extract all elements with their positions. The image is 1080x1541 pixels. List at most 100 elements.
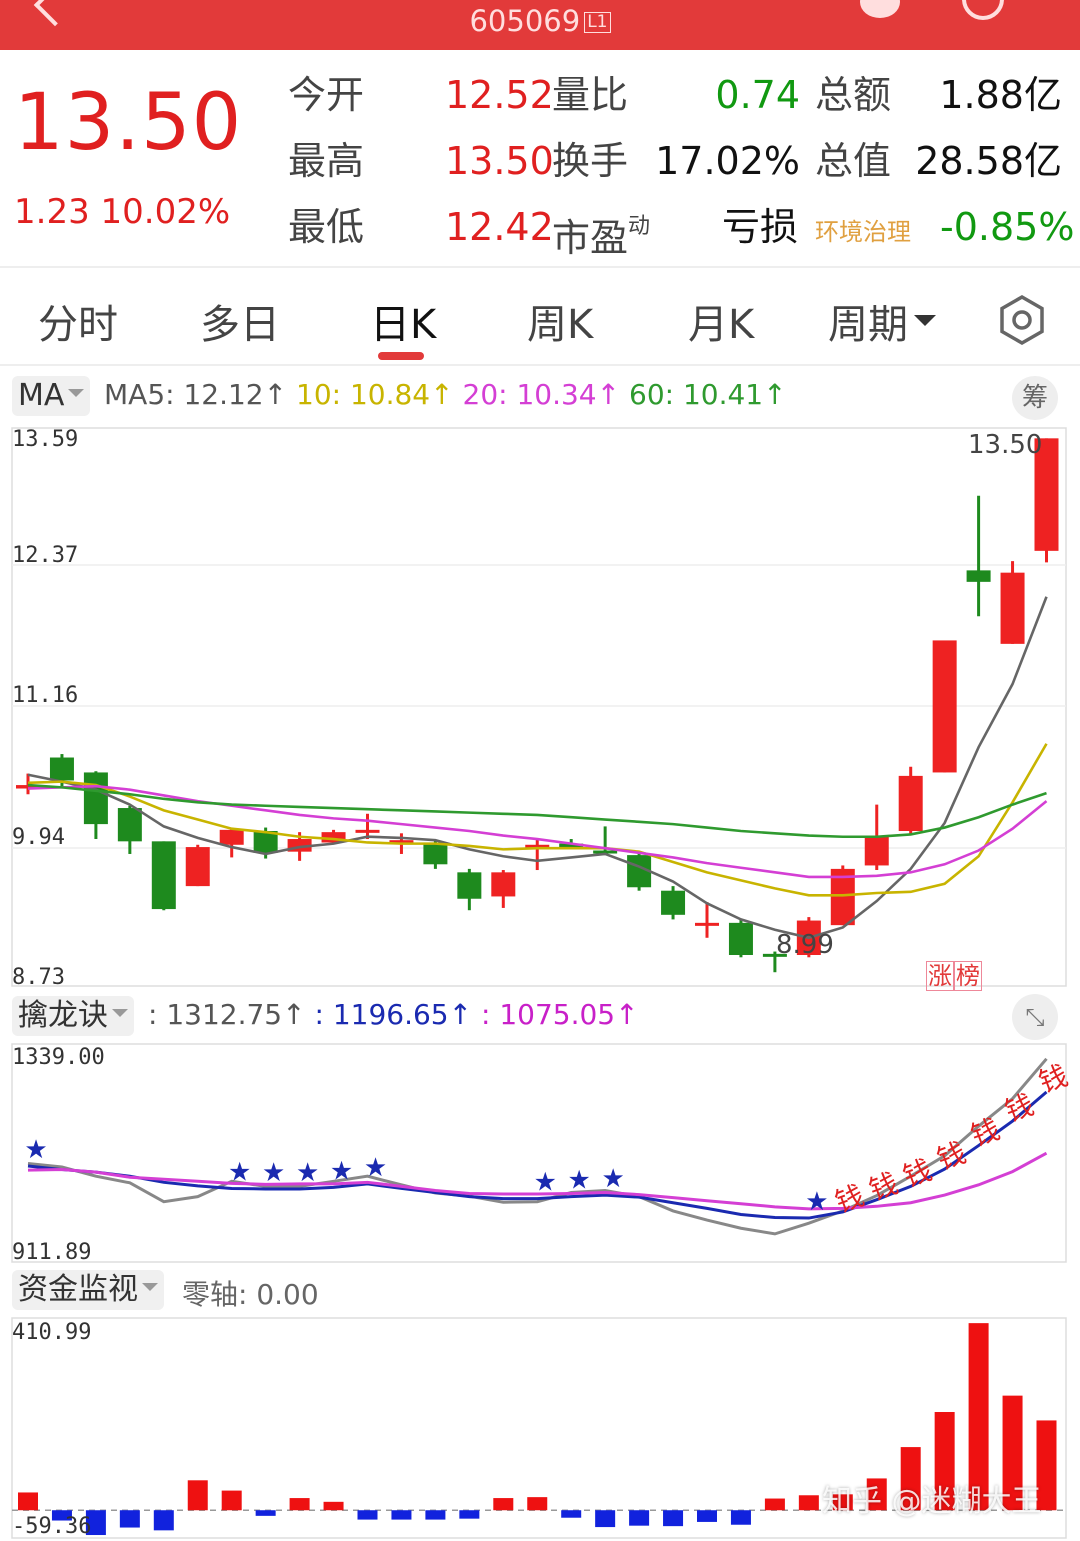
fund-bar	[629, 1510, 650, 1526]
fund-selector-label: 资金监视	[18, 1272, 138, 1307]
kline-chart[interactable]	[0, 424, 1080, 990]
low-label: 最低	[288, 205, 365, 249]
signal-marker: 钱	[967, 1112, 1005, 1153]
indicator-axis-bottom: 911.89	[12, 1240, 92, 1265]
fund-selector[interactable]: 资金监视	[12, 1270, 164, 1310]
candle-body	[932, 640, 957, 773]
candle-body	[966, 570, 991, 582]
tab-period[interactable]: 周期	[828, 292, 936, 350]
star-icon: ★	[262, 1158, 285, 1188]
last-price: 13.50	[14, 78, 243, 168]
fund-bar	[425, 1510, 446, 1520]
fund-axis-top: 410.99	[12, 1320, 92, 1345]
fund-bar	[357, 1510, 378, 1520]
kline-axis-tick: 9.94	[12, 825, 65, 850]
star-icon: ★	[364, 1153, 387, 1183]
star-icon: ★	[228, 1157, 251, 1187]
candle-body	[593, 850, 618, 854]
price-change: 1.23 10.02%	[14, 192, 230, 232]
high-value: 13.50	[445, 139, 554, 183]
fund-bar	[391, 1510, 412, 1520]
ma60-line	[27, 783, 1047, 839]
dropdown-icon	[68, 389, 85, 397]
plot-frame	[11, 1317, 1067, 1539]
fund-bar	[934, 1412, 955, 1511]
indicator-selector-label: 擒龙诀	[18, 998, 108, 1033]
candle-body	[525, 844, 550, 848]
fund-axis-bottom: -59.36	[12, 1514, 92, 1539]
chip-button[interactable]: 筹	[1012, 376, 1058, 420]
indicator-axis-top: 1339.00	[12, 1045, 105, 1070]
candle-body	[16, 785, 40, 789]
dropdown-icon	[142, 1283, 158, 1291]
tab-intraday[interactable]: 分时	[38, 302, 118, 348]
candle-body	[83, 772, 108, 825]
candle-body	[355, 829, 380, 833]
turnover-value: 17.02%	[655, 139, 800, 183]
fund-bar	[561, 1510, 582, 1518]
fund-bar	[1002, 1395, 1023, 1511]
candle-body	[728, 922, 753, 955]
indicator-line-3	[27, 1151, 1048, 1211]
settings-icon[interactable]	[996, 294, 1048, 346]
tab-monthly-k[interactable]: 月K	[688, 302, 755, 348]
high-label: 最高	[288, 139, 365, 183]
fund-bar	[187, 1480, 208, 1511]
candle-body	[389, 840, 414, 844]
star-icon: ★	[568, 1166, 591, 1196]
candle-body	[1000, 572, 1025, 644]
signal-marker: 钱	[933, 1136, 971, 1177]
pe-label-text: 市盈	[552, 216, 629, 260]
watermark: 知乎 @迷糊大王	[822, 1484, 1042, 1519]
kline-axis-top: 13.59	[12, 427, 79, 452]
sector-tag[interactable]: 环境治理	[815, 218, 911, 246]
kline-axis-bottom: 8.73	[12, 965, 65, 990]
expand-icon[interactable]: ⤡	[1012, 994, 1058, 1040]
fund-bar	[663, 1510, 684, 1527]
plot-frame	[11, 1043, 1067, 1263]
low-marker: 8.99	[776, 930, 834, 960]
tab-multi-day[interactable]: 多日	[200, 302, 280, 348]
title-bar: 605069 L1	[0, 0, 1080, 50]
fund-bar	[221, 1490, 242, 1511]
fund-bar	[730, 1510, 751, 1525]
board-badge[interactable]: 涨榜	[926, 956, 982, 991]
star-icon: ★	[24, 1135, 47, 1165]
fund-bar	[900, 1447, 921, 1511]
volume-ratio-value: 0.74	[715, 73, 800, 117]
indicator-line-1	[27, 1057, 1048, 1236]
fund-bar	[51, 1510, 72, 1521]
indicator-value-3: : 1075.05↑	[481, 998, 639, 1031]
candle-body	[491, 872, 516, 897]
kline-axis-tick: 11.16	[12, 683, 79, 708]
dropdown-icon	[914, 315, 936, 326]
star-icon: ★	[805, 1187, 828, 1217]
fund-bar	[119, 1510, 140, 1528]
ma10-value: 10: 10.84↑	[296, 378, 454, 411]
sector-change: -0.85%	[940, 205, 1075, 249]
tab-weekly-k[interactable]: 周K	[527, 302, 594, 348]
candle-body	[151, 841, 176, 910]
candle-body	[1034, 438, 1059, 551]
divider	[0, 364, 1080, 366]
candle-body	[559, 843, 584, 850]
tab-daily-k[interactable]: 日K	[370, 302, 437, 348]
ma5-value: MA5: 12.12↑	[104, 378, 288, 411]
ma-selector[interactable]: MA	[12, 376, 91, 416]
fund-bar	[18, 1492, 38, 1511]
ma20-value: 20: 10.34↑	[462, 378, 621, 411]
candle-body	[185, 847, 210, 887]
amount-value: 1.88亿	[939, 73, 1062, 117]
fund-bar	[289, 1498, 310, 1511]
indicator-selector[interactable]: 擒龙诀	[12, 996, 134, 1036]
pe-dynamic-mark: 动	[628, 214, 651, 239]
fund-bar	[1036, 1420, 1057, 1511]
indicator-values: : 1312.75↑ : 1196.65↑ : 1075.05↑	[148, 998, 639, 1031]
stock-code: 605069 L1	[0, 4, 1080, 38]
fund-bar	[832, 1494, 853, 1511]
star-icon: ★	[330, 1156, 353, 1186]
alert-icon[interactable]	[860, 0, 900, 18]
fund-bar	[968, 1323, 989, 1511]
fund-chart[interactable]	[0, 1316, 1080, 1541]
